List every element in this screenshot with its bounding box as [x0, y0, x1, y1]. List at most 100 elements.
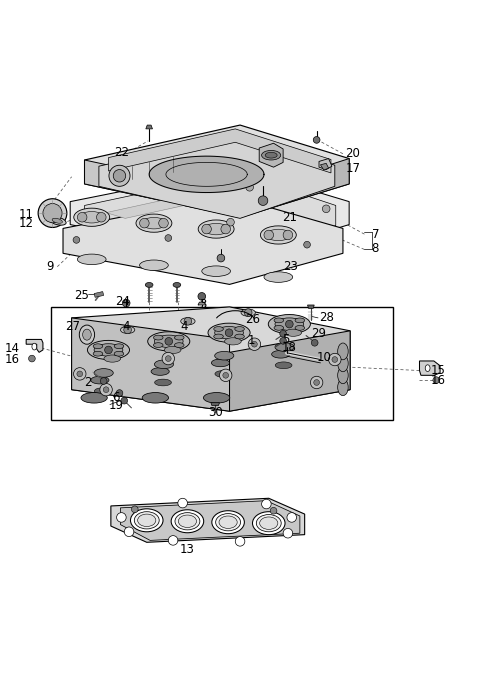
Circle shape [287, 512, 297, 522]
Circle shape [165, 235, 172, 242]
Ellipse shape [337, 355, 348, 372]
Text: 12: 12 [18, 217, 33, 230]
Circle shape [270, 507, 277, 514]
Text: 20: 20 [345, 147, 360, 161]
Circle shape [165, 338, 173, 346]
Circle shape [166, 356, 171, 362]
Polygon shape [120, 500, 300, 540]
Ellipse shape [235, 334, 244, 339]
Ellipse shape [151, 368, 169, 376]
Circle shape [113, 170, 126, 182]
Ellipse shape [337, 367, 348, 384]
Ellipse shape [264, 272, 293, 283]
Ellipse shape [275, 343, 294, 351]
Text: 16: 16 [431, 373, 445, 387]
Polygon shape [108, 129, 331, 173]
Ellipse shape [81, 392, 107, 403]
Circle shape [311, 376, 323, 389]
Ellipse shape [215, 371, 232, 377]
Circle shape [73, 237, 80, 244]
Ellipse shape [204, 223, 228, 235]
Ellipse shape [142, 392, 168, 403]
Circle shape [162, 352, 175, 365]
Polygon shape [26, 339, 43, 352]
Circle shape [312, 339, 318, 346]
Ellipse shape [173, 283, 181, 288]
Ellipse shape [295, 318, 305, 322]
Circle shape [202, 224, 211, 234]
Text: 13: 13 [180, 542, 195, 556]
Ellipse shape [120, 326, 135, 334]
Circle shape [264, 230, 274, 239]
Ellipse shape [235, 327, 244, 332]
Text: 25: 25 [74, 289, 89, 302]
Text: 1: 1 [247, 334, 255, 347]
Polygon shape [99, 134, 335, 218]
Ellipse shape [114, 351, 124, 356]
Ellipse shape [274, 318, 284, 322]
Ellipse shape [262, 151, 281, 160]
Circle shape [225, 329, 233, 336]
Ellipse shape [114, 344, 124, 348]
Ellipse shape [148, 332, 190, 351]
Polygon shape [319, 158, 332, 170]
Ellipse shape [93, 351, 103, 356]
Ellipse shape [179, 515, 196, 528]
Circle shape [100, 383, 112, 396]
Text: 16: 16 [5, 353, 20, 366]
Circle shape [280, 338, 287, 344]
Circle shape [283, 528, 293, 538]
Polygon shape [240, 158, 349, 217]
Text: 10: 10 [317, 351, 332, 364]
Circle shape [304, 242, 311, 248]
Ellipse shape [214, 327, 223, 332]
Polygon shape [84, 125, 349, 217]
Ellipse shape [91, 376, 109, 384]
Text: 21: 21 [282, 211, 297, 224]
Circle shape [248, 338, 261, 350]
Text: 2: 2 [84, 376, 92, 389]
Ellipse shape [181, 318, 195, 325]
Ellipse shape [252, 512, 285, 535]
Ellipse shape [145, 283, 153, 288]
Circle shape [227, 218, 234, 226]
Circle shape [77, 371, 83, 377]
Circle shape [283, 230, 293, 239]
Polygon shape [321, 163, 329, 170]
Ellipse shape [275, 362, 292, 369]
Circle shape [258, 196, 268, 205]
Polygon shape [84, 173, 336, 259]
Ellipse shape [266, 229, 290, 241]
Ellipse shape [164, 346, 181, 354]
Ellipse shape [155, 360, 174, 369]
Text: 27: 27 [65, 320, 80, 332]
Ellipse shape [94, 369, 113, 377]
Ellipse shape [171, 510, 204, 533]
Ellipse shape [204, 392, 230, 403]
Ellipse shape [337, 343, 348, 359]
Circle shape [323, 205, 330, 213]
Text: 11: 11 [18, 207, 33, 221]
Circle shape [286, 320, 293, 328]
Polygon shape [72, 318, 229, 411]
Ellipse shape [134, 512, 159, 529]
Text: 30: 30 [208, 406, 223, 419]
Ellipse shape [136, 214, 172, 232]
Circle shape [332, 357, 337, 362]
Circle shape [96, 212, 106, 222]
Circle shape [198, 292, 205, 300]
Ellipse shape [94, 343, 123, 356]
Circle shape [280, 330, 287, 337]
Circle shape [116, 389, 123, 396]
Ellipse shape [48, 216, 66, 225]
Circle shape [223, 373, 228, 378]
Ellipse shape [295, 325, 305, 330]
Circle shape [100, 378, 107, 385]
Text: 7: 7 [372, 228, 379, 241]
Text: 26: 26 [245, 313, 260, 326]
Text: 28: 28 [319, 311, 334, 325]
Circle shape [219, 369, 232, 382]
Text: 23: 23 [283, 260, 298, 273]
Circle shape [252, 341, 257, 347]
Circle shape [217, 254, 225, 262]
